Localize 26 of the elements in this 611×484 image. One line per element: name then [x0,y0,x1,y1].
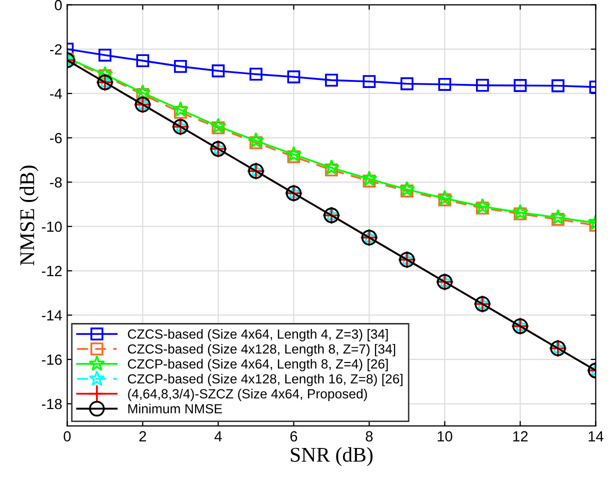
y-tick-label: -18 [42,398,62,410]
x-tick-label: 4 [214,431,222,442]
x-tick-label: 0 [64,431,71,442]
y-tick-label: -14 [42,310,62,320]
x-tick-label: 2 [139,431,146,442]
y-tick-label: -6 [50,132,62,144]
legend-label: CZCS-based (Size 4x128, Length 8, Z=7) [34] [128,344,396,356]
legend-label: CZCS-based (Size 4x64, Length 4, Z=3) [34] [128,329,388,342]
y-tick-label: -16 [42,354,62,365]
y-tick-label: -10 [42,222,62,232]
x-tick-label: 12 [513,431,528,442]
y-tick-label: -8 [50,177,62,188]
x-tick-label: 10 [438,431,452,442]
y-tick-label: -12 [42,266,62,276]
x-tick-label: 6 [290,431,298,442]
y-tick-label: -4 [50,88,62,99]
legend-label: Minimum NMSE [128,404,222,414]
y-tick-label: -2 [50,44,62,54]
x-tick-label: 14 [588,431,604,442]
legend-label: CZCP-based (Size 4x128, Length 16, Z=8) [26] [128,374,402,386]
y-axis-title: NMSE (dB) [20,166,38,266]
y-tick-label: 0 [54,0,62,10]
x-axis-title: SNR (dB) [290,447,373,466]
legend-label: CZCP-based (Size 4x64, Length 8, Z=4) [26] [128,358,388,372]
x-tick-label: 8 [366,431,373,442]
legend-label: (4,64,8,3/4)-SZCZ (Size 4x64, Proposed) [128,388,367,402]
